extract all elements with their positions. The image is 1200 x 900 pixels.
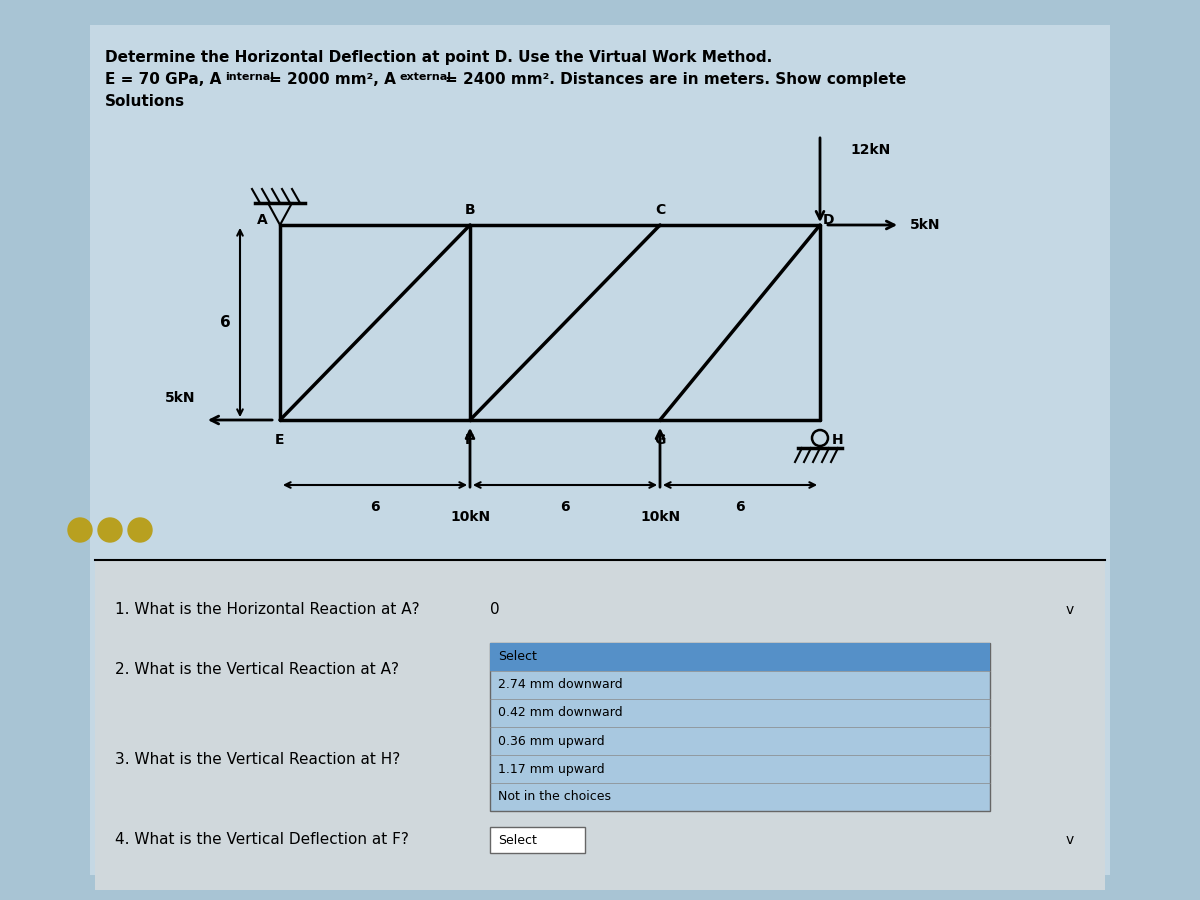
Text: 6: 6 bbox=[560, 500, 570, 514]
Text: 4. What is the Vertical Deflection at F?: 4. What is the Vertical Deflection at F? bbox=[115, 832, 409, 848]
Text: H: H bbox=[832, 433, 844, 447]
Circle shape bbox=[128, 518, 152, 542]
Circle shape bbox=[98, 518, 122, 542]
Text: 1. What is the Horizontal Reaction at A?: 1. What is the Horizontal Reaction at A? bbox=[115, 602, 420, 617]
Text: 2. What is the Vertical Reaction at A?: 2. What is the Vertical Reaction at A? bbox=[115, 662, 398, 678]
Text: C: C bbox=[655, 203, 665, 217]
Text: 0.42 mm downward: 0.42 mm downward bbox=[498, 706, 623, 719]
FancyBboxPatch shape bbox=[490, 643, 990, 811]
Text: E = 70 GPa, A: E = 70 GPa, A bbox=[106, 72, 221, 87]
FancyBboxPatch shape bbox=[95, 560, 1105, 890]
Text: 2.74 mm downward: 2.74 mm downward bbox=[498, 679, 623, 691]
Circle shape bbox=[68, 518, 92, 542]
Text: 5kN: 5kN bbox=[910, 218, 941, 232]
FancyBboxPatch shape bbox=[90, 25, 1110, 875]
Text: E: E bbox=[275, 433, 284, 447]
Text: Determine the Horizontal Deflection at point D. Use the Virtual Work Method.: Determine the Horizontal Deflection at p… bbox=[106, 50, 773, 65]
Text: internal: internal bbox=[226, 72, 274, 82]
Text: v: v bbox=[1066, 833, 1074, 847]
Text: 10kN: 10kN bbox=[640, 510, 680, 524]
Text: 6: 6 bbox=[220, 315, 230, 330]
Text: 10kN: 10kN bbox=[450, 510, 490, 524]
Text: = 2400 mm². Distances are in meters. Show complete: = 2400 mm². Distances are in meters. Sho… bbox=[445, 72, 906, 87]
Text: G: G bbox=[654, 433, 666, 447]
Text: Select: Select bbox=[498, 651, 536, 663]
Text: 0.36 mm upward: 0.36 mm upward bbox=[498, 734, 605, 748]
Text: Select: Select bbox=[498, 833, 536, 847]
Text: 12kN: 12kN bbox=[850, 143, 890, 157]
Text: 5kN: 5kN bbox=[164, 391, 196, 405]
Text: B: B bbox=[464, 203, 475, 217]
Text: F: F bbox=[466, 433, 475, 447]
Text: 3. What is the Vertical Reaction at H?: 3. What is the Vertical Reaction at H? bbox=[115, 752, 401, 768]
Text: Solutions: Solutions bbox=[106, 94, 185, 109]
Text: 1.17 mm upward: 1.17 mm upward bbox=[498, 762, 605, 776]
Text: A: A bbox=[257, 213, 268, 227]
FancyBboxPatch shape bbox=[490, 643, 990, 671]
Text: = 2000 mm², A: = 2000 mm², A bbox=[269, 72, 396, 87]
Text: D: D bbox=[822, 213, 834, 227]
Text: 0: 0 bbox=[490, 602, 499, 617]
Text: 6: 6 bbox=[736, 500, 745, 514]
Text: v: v bbox=[1066, 603, 1074, 617]
Text: 6: 6 bbox=[370, 500, 380, 514]
Text: external: external bbox=[398, 72, 451, 82]
FancyBboxPatch shape bbox=[490, 827, 586, 853]
Text: Not in the choices: Not in the choices bbox=[498, 790, 611, 804]
